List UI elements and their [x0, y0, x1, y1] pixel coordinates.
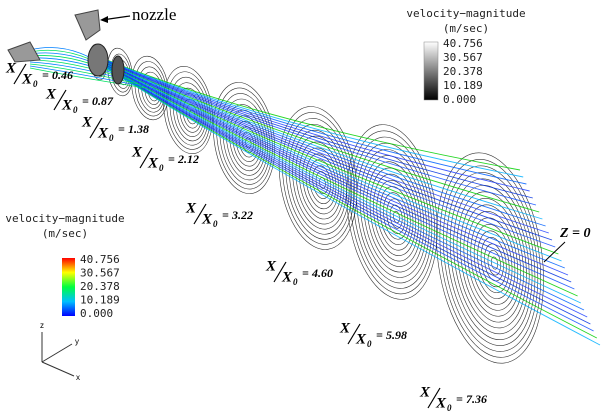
ratio-numerator: X	[81, 114, 93, 130]
equals-sign: =	[82, 94, 89, 108]
figure: nozzle velocity−magnitude (m/sec) 40.756…	[0, 0, 608, 415]
legend-unit: (m/sec)	[42, 227, 88, 240]
ratio-denominator: X	[201, 211, 213, 227]
nozzle-shape	[88, 44, 108, 76]
ratio-numerator: X	[185, 200, 197, 216]
station-value: 0.46	[52, 68, 73, 82]
station-value: 0.87	[92, 94, 114, 108]
contour-ring	[210, 84, 278, 192]
ratio-numerator: X	[45, 86, 57, 102]
station-value: 1.38	[128, 122, 149, 136]
station-value: 4.60	[311, 266, 333, 280]
arrow	[544, 242, 565, 262]
legend-unit: (m/sec)	[443, 22, 489, 35]
ratio-denominator: X	[21, 71, 33, 87]
legend-title: velocity−magnitude	[406, 7, 525, 20]
equals-sign: =	[168, 152, 175, 166]
legend-tick-label: 40.756	[80, 253, 120, 266]
equals-sign: =	[118, 122, 125, 136]
nozzle-shape	[75, 10, 100, 40]
ratio-denominator: X	[97, 125, 109, 141]
station-value: 5.98	[386, 328, 407, 342]
ratio-numerator: X	[419, 384, 431, 400]
legend-tick-label: 30.567	[80, 267, 120, 280]
ratio-denominator: X	[61, 97, 73, 113]
ratio-denominator: X	[435, 395, 447, 411]
equals-sign: =	[222, 208, 229, 222]
ratio-subscript: 0	[159, 163, 164, 173]
legend-tick-label: 30.567	[443, 51, 483, 64]
ratio-denominator: X	[355, 331, 367, 347]
legend-tick-label: 20.378	[443, 65, 483, 78]
nozzle-label: nozzle	[132, 5, 176, 24]
ratio-denominator: X	[281, 269, 293, 285]
ratio-subscript: 0	[73, 105, 78, 115]
ratio-subscript: 0	[213, 219, 218, 229]
ratio-subscript: 0	[109, 133, 114, 143]
equals-sign: =	[42, 68, 49, 82]
legend-title: velocity−magnitude	[5, 212, 124, 225]
ratio-subscript: 0	[293, 277, 298, 287]
equals-sign: =	[302, 266, 309, 280]
station-value: 3.22	[231, 208, 253, 222]
ratio-numerator: X	[339, 320, 351, 336]
station-value: 7.36	[466, 392, 487, 406]
nozzle-shape	[8, 42, 40, 62]
axis-letter: z	[40, 321, 44, 330]
axis-letter: y	[75, 337, 79, 346]
axis-letter: x	[76, 373, 80, 382]
arrow-head	[100, 16, 108, 23]
legend-tick-label: 40.756	[443, 37, 483, 50]
legend-tick-label: 0.000	[80, 307, 113, 320]
ratio-subscript: 0	[447, 403, 452, 413]
ratio-subscript: 0	[33, 79, 38, 89]
legend-tick-label: 10.189	[443, 79, 483, 92]
ratio-numerator: X	[131, 144, 143, 160]
ratio-subscript: 0	[367, 339, 372, 349]
ratio-numerator: X	[5, 60, 17, 76]
ratio-numerator: X	[265, 258, 277, 274]
legend-tick-label: 10.189	[80, 294, 120, 307]
equals-sign: =	[376, 328, 383, 342]
colorbar	[424, 42, 438, 100]
contour-ring	[432, 160, 549, 358]
colorbar	[62, 258, 75, 316]
ratio-denominator: X	[147, 155, 159, 171]
station-value: 2.12	[177, 152, 199, 166]
plane-label: Z = 0	[559, 226, 591, 241]
contour-ring	[470, 222, 517, 301]
legend-tick-label: 20.378	[80, 280, 120, 293]
axes-triad	[42, 332, 74, 376]
legend-tick-label: 0.000	[443, 93, 476, 106]
nozzle-shape	[112, 56, 124, 84]
equals-sign: =	[456, 392, 463, 406]
